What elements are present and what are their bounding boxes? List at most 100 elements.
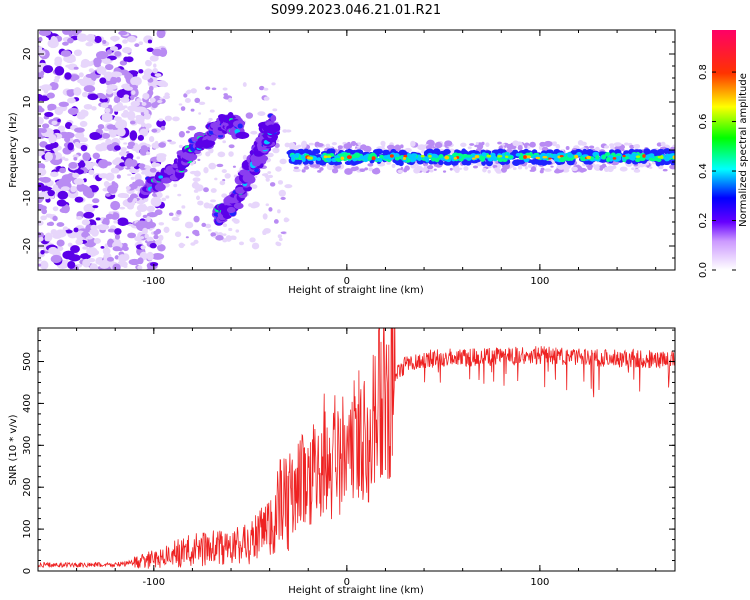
noise-blob bbox=[161, 81, 169, 88]
noise-blob bbox=[126, 151, 130, 154]
noise-blob bbox=[73, 227, 79, 233]
colorbar-label: Normalized spectral amplitude bbox=[738, 73, 749, 227]
band-core-blob bbox=[540, 152, 547, 157]
snr-ytick-label: 200 bbox=[22, 478, 33, 497]
band-peak-blob bbox=[307, 156, 311, 160]
noise-blob bbox=[40, 176, 52, 183]
noise-blob bbox=[61, 156, 66, 160]
noise-blob bbox=[51, 120, 58, 126]
noise-blob bbox=[67, 142, 74, 151]
noise-blob bbox=[48, 134, 57, 144]
band-core-blob bbox=[300, 154, 305, 160]
noise-blob bbox=[284, 184, 293, 189]
noise-blob bbox=[135, 222, 142, 227]
noise-blob bbox=[55, 229, 67, 238]
noise-blob bbox=[251, 242, 260, 250]
band-peak-blob bbox=[622, 154, 626, 158]
noise-blob bbox=[146, 47, 154, 53]
colorbar-gradient bbox=[712, 30, 736, 270]
noise-blob bbox=[207, 203, 214, 209]
band-blob bbox=[374, 148, 383, 155]
noise-blob bbox=[60, 186, 70, 192]
noise-blob bbox=[60, 50, 72, 57]
band-halo-blob bbox=[444, 140, 453, 147]
noise-blob bbox=[112, 105, 121, 112]
band-halo-blob bbox=[364, 167, 369, 171]
band-core-blob bbox=[291, 156, 296, 162]
noise-blob bbox=[205, 86, 211, 91]
band-peak-blob bbox=[526, 155, 532, 159]
band-halo-blob bbox=[308, 142, 314, 146]
noise-blob bbox=[149, 167, 157, 173]
band-peak-blob bbox=[635, 155, 641, 159]
noise-blob bbox=[38, 167, 47, 177]
noise-blob bbox=[38, 36, 43, 42]
noise-blob bbox=[114, 120, 127, 130]
noise-blob bbox=[242, 154, 248, 160]
band-core-blob bbox=[553, 157, 559, 162]
noise-blob bbox=[114, 255, 120, 260]
band-halo-blob bbox=[614, 145, 620, 151]
noise-blob bbox=[128, 223, 133, 227]
noise-blob bbox=[70, 185, 77, 193]
snr-ytick-label: 500 bbox=[22, 352, 33, 371]
band-halo-blob bbox=[317, 169, 322, 173]
noise-blob bbox=[105, 138, 112, 145]
noise-blob bbox=[257, 111, 266, 116]
streak-blob bbox=[237, 123, 243, 129]
band-blob bbox=[296, 148, 305, 155]
noise-blob bbox=[64, 136, 71, 143]
noise-blob bbox=[210, 188, 217, 193]
noise-blob bbox=[113, 220, 118, 224]
band-core-blob bbox=[552, 153, 558, 158]
band-halo-blob bbox=[609, 143, 615, 147]
noise-blob bbox=[125, 185, 131, 191]
noise-blob bbox=[67, 107, 79, 115]
band-halo-blob bbox=[631, 167, 635, 171]
noise-blob bbox=[64, 229, 73, 234]
noise-blob bbox=[221, 169, 227, 174]
snr-xtick-label: -100 bbox=[142, 577, 165, 588]
noise-blob bbox=[209, 109, 215, 113]
noise-blob bbox=[140, 245, 146, 250]
band-peak-blob bbox=[657, 155, 662, 159]
band-halo-blob bbox=[397, 169, 404, 174]
noise-blob bbox=[278, 189, 286, 197]
noise-blob bbox=[106, 84, 118, 90]
noise-blob bbox=[262, 213, 268, 220]
noise-blob bbox=[265, 177, 270, 182]
noise-blob bbox=[67, 37, 74, 44]
band-core-blob bbox=[487, 156, 494, 162]
noise-blob bbox=[149, 97, 156, 103]
band-core-blob bbox=[605, 157, 611, 163]
noise-blob bbox=[139, 236, 145, 240]
noise-blob bbox=[88, 169, 95, 175]
noise-blob bbox=[147, 39, 153, 44]
noise-blob bbox=[280, 196, 286, 200]
noise-blob bbox=[38, 47, 43, 54]
snr-ytick-label: 0 bbox=[22, 568, 33, 574]
noise-blob bbox=[38, 203, 44, 210]
spectrogram-xtick-label: 100 bbox=[530, 276, 549, 287]
band-halo-blob bbox=[449, 167, 453, 171]
noise-blob bbox=[108, 104, 112, 109]
noise-blob bbox=[282, 129, 288, 133]
noise-blob bbox=[113, 95, 121, 104]
noise-blob bbox=[40, 215, 47, 221]
noise-blob bbox=[135, 210, 142, 218]
noise-blob bbox=[254, 175, 258, 179]
band-peak-blob bbox=[642, 154, 646, 158]
noise-blob bbox=[262, 229, 267, 235]
band-core-blob bbox=[595, 155, 600, 160]
band-halo-blob bbox=[467, 146, 472, 150]
band-core-blob bbox=[664, 157, 670, 162]
noise-blob bbox=[64, 72, 72, 80]
band-peak-blob bbox=[403, 154, 408, 158]
noise-blob bbox=[38, 150, 45, 157]
noise-blob bbox=[207, 229, 212, 232]
noise-blob bbox=[190, 108, 195, 112]
band-blob bbox=[546, 149, 554, 154]
noise-blob bbox=[127, 141, 136, 147]
noise-blob bbox=[249, 237, 256, 243]
noise-blob bbox=[184, 221, 194, 229]
